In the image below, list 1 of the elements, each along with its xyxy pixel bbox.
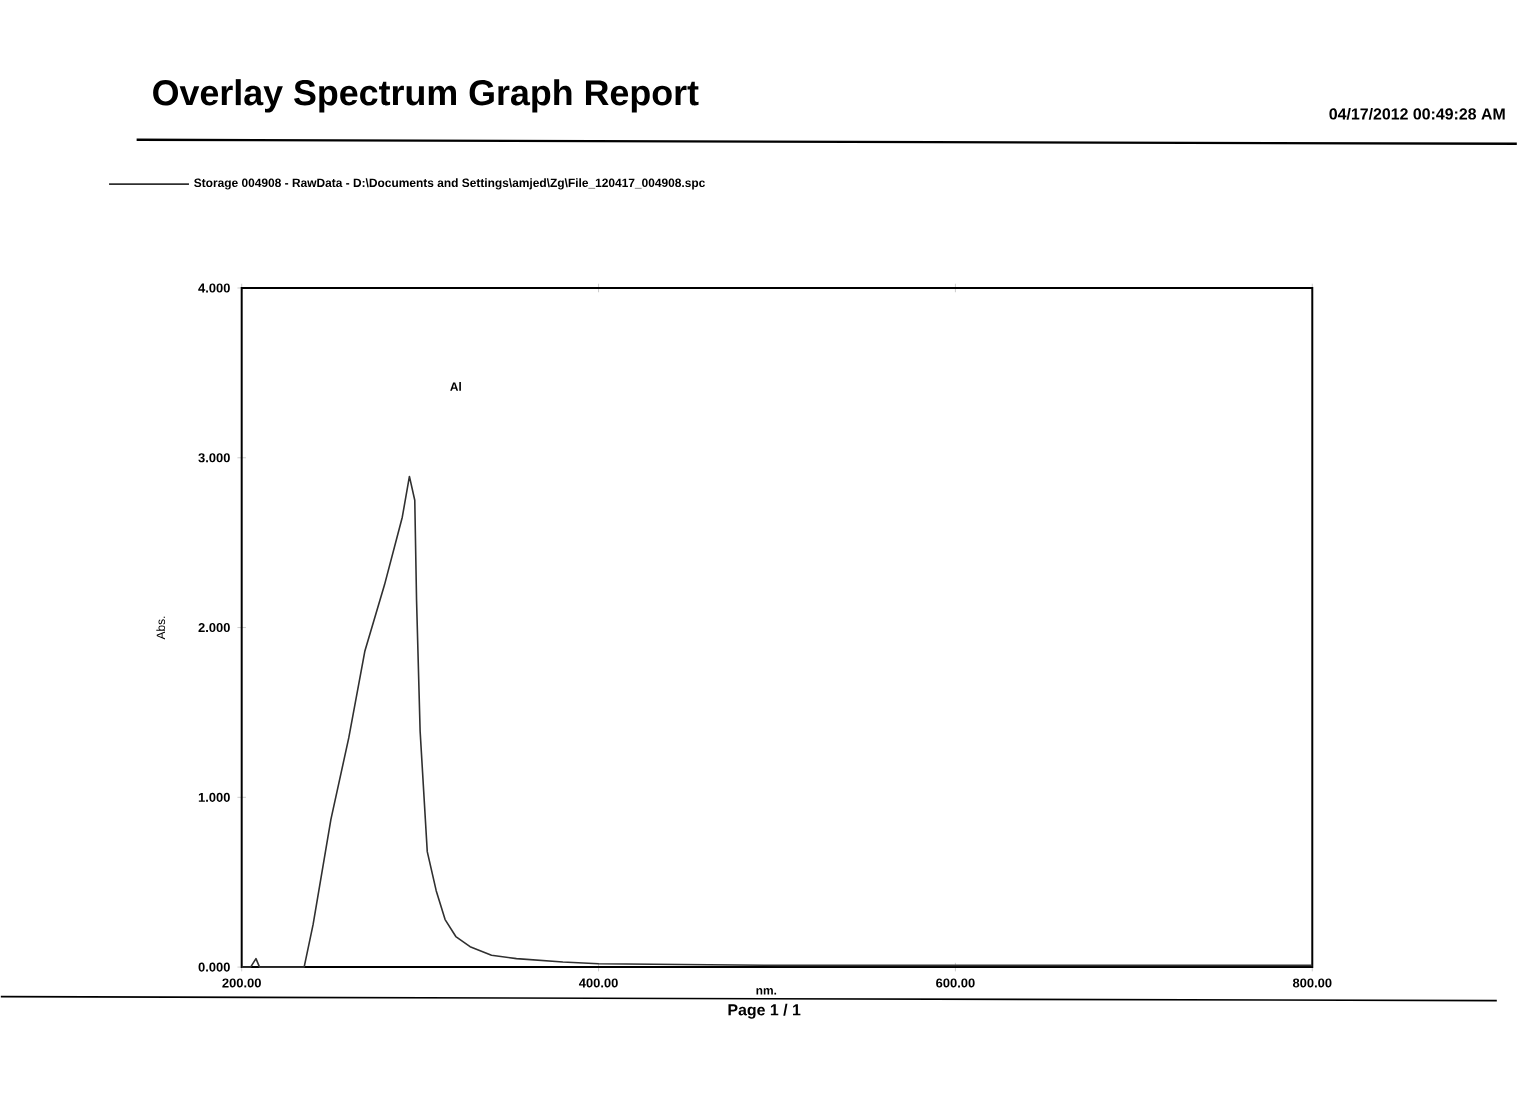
chart-title: Overlay Spectrum Graph Report bbox=[153, 78, 699, 113]
